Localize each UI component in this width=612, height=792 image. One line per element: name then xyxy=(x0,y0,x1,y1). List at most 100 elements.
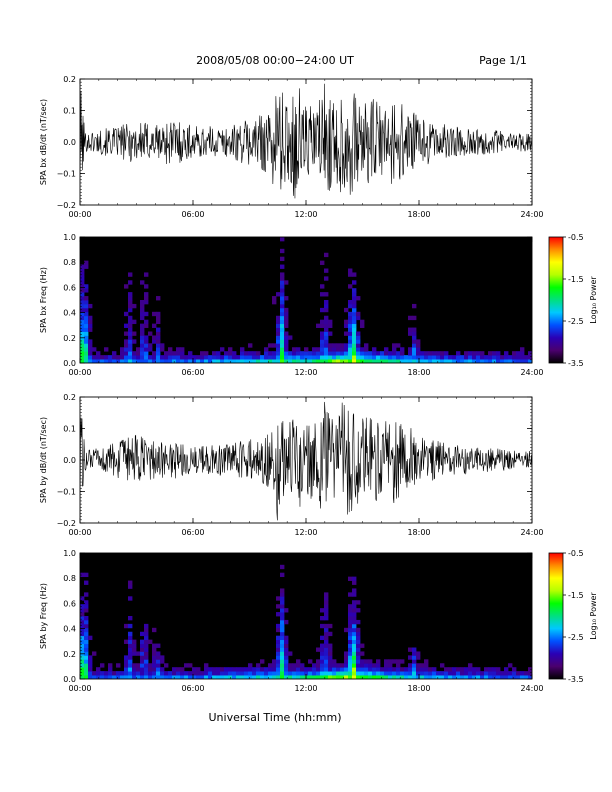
y-axis-label: SPA by dB/dt (nT/sec) xyxy=(39,417,48,503)
spectrogram-cell xyxy=(440,675,445,679)
spectrogram-cell xyxy=(84,663,89,668)
spectrogram-cell xyxy=(348,608,353,613)
spectrogram-cell xyxy=(268,663,273,668)
spectrogram-cell xyxy=(400,671,405,676)
spectrogram-cell xyxy=(260,355,265,360)
spectrogram-cell xyxy=(352,651,357,656)
spectrogram-cell xyxy=(344,355,349,360)
spectrogram-cell xyxy=(348,675,353,679)
spectrogram-cell xyxy=(352,655,357,660)
spectrogram-cell xyxy=(144,355,149,360)
spectrogram-cell xyxy=(224,675,229,679)
x-tick-label: 00:00 xyxy=(68,368,91,377)
spectrogram-cell xyxy=(276,675,281,679)
spectrogram-cell xyxy=(336,671,341,676)
spectrogram-cell xyxy=(196,355,201,360)
spectrogram-cell xyxy=(140,667,145,672)
spectrogram-cell xyxy=(104,355,109,360)
spectrogram-cell xyxy=(508,675,513,679)
spectrogram-cell xyxy=(204,355,209,360)
spectrogram-cell xyxy=(324,355,329,360)
spectrogram-cell xyxy=(128,331,133,336)
spectrogram-cell xyxy=(112,351,117,356)
spectrogram-cell xyxy=(288,667,293,672)
spectrogram-cell xyxy=(372,667,377,672)
spectrogram-cell xyxy=(284,655,289,660)
spectrogram-cell xyxy=(480,671,485,676)
spectrogram-cell xyxy=(488,675,493,679)
spectrogram-cell xyxy=(144,296,149,301)
spectrogram-cell xyxy=(476,359,481,363)
spectrogram-cell xyxy=(80,264,85,269)
bx-spectrogram-panel: -0.5 -1.5 -2.5 -3.5 Log₁₀ Power 00:00 06:00 12:… xyxy=(39,233,598,377)
y-tick-label: 0.0 xyxy=(63,138,76,147)
spectrogram-cell xyxy=(352,627,357,633)
spectrogram-cell xyxy=(164,359,169,363)
spectrogram-cell xyxy=(152,311,157,317)
spectrogram-cell xyxy=(268,671,273,676)
spectrogram-cell xyxy=(212,359,217,363)
spectrogram-cell xyxy=(96,671,101,676)
y-tick-label: 0.0 xyxy=(63,456,76,465)
spectrogram-cell xyxy=(444,667,449,672)
spectrogram-cell xyxy=(144,639,149,644)
spectrogram-cell xyxy=(356,608,361,613)
spectrogram-cell xyxy=(120,675,125,679)
spectrogram-cell xyxy=(204,667,209,672)
spectrogram-cell xyxy=(292,359,297,363)
spectrogram-cell xyxy=(184,355,189,360)
spectrogram-cell xyxy=(384,347,389,352)
spectrogram-cell xyxy=(488,351,493,356)
spectrogram-cell xyxy=(380,667,385,672)
spectrogram-cell xyxy=(140,335,145,340)
spectrogram-cell xyxy=(140,331,145,336)
spectrogram-cell xyxy=(80,663,85,668)
spectrogram-cell xyxy=(352,576,357,581)
spectrogram-cell xyxy=(160,343,165,348)
spectrogram-cell xyxy=(148,671,153,676)
spectrogram-cell xyxy=(380,355,385,360)
spectrogram-cell xyxy=(396,355,401,360)
spectrogram-cell xyxy=(360,667,365,672)
spectrogram-cell xyxy=(340,355,345,360)
spectrogram-cell xyxy=(320,663,325,668)
spectrogram-cell xyxy=(136,667,141,672)
spectrogram-cell xyxy=(496,359,501,363)
spectrogram-cell xyxy=(388,359,393,363)
spectrogram-cell xyxy=(180,359,185,363)
x-tick-label: 00:00 xyxy=(68,528,91,537)
spectrogram-cell xyxy=(324,351,329,356)
colorbar-tick-label: -0.5 xyxy=(568,233,584,242)
spectrogram-cell xyxy=(340,667,345,672)
spectrogram-cell xyxy=(412,359,417,363)
spectrogram-cell xyxy=(520,671,525,676)
spectrogram-cell xyxy=(324,659,329,664)
spectrogram-cell xyxy=(184,675,189,679)
spectrogram-cell xyxy=(396,659,401,664)
spectrogram-cell xyxy=(476,671,481,676)
spectrogram-cell xyxy=(344,627,349,633)
spectrogram-cell xyxy=(320,343,325,348)
spectrogram-cell xyxy=(200,671,205,676)
spectrogram-cell xyxy=(444,671,449,676)
spectrogram-cell xyxy=(412,347,417,352)
y-tick-label: 0.1 xyxy=(63,425,76,434)
spectrogram-cell xyxy=(312,675,317,679)
spectrogram-cell xyxy=(204,671,209,676)
spectrogram-cell xyxy=(320,355,325,360)
spectrogram-cell xyxy=(80,284,85,289)
spectrogram-cell xyxy=(88,667,93,672)
spectrogram-cell xyxy=(80,623,85,629)
y-tick-label: −0.2 xyxy=(57,201,76,210)
spectrogram-cell xyxy=(472,667,477,672)
spectrogram-cell xyxy=(328,659,333,664)
spectrogram-cell xyxy=(512,355,517,360)
spectrogram-cell xyxy=(116,663,121,668)
spectrogram-cell xyxy=(260,659,265,664)
spectrogram-cell xyxy=(380,351,385,356)
spectrogram-cell xyxy=(176,347,181,352)
spectrogram-cell xyxy=(352,347,357,352)
spectrogram-cell xyxy=(168,355,173,360)
spectrogram-cell xyxy=(360,663,365,668)
spectrogram-cell xyxy=(472,351,477,356)
